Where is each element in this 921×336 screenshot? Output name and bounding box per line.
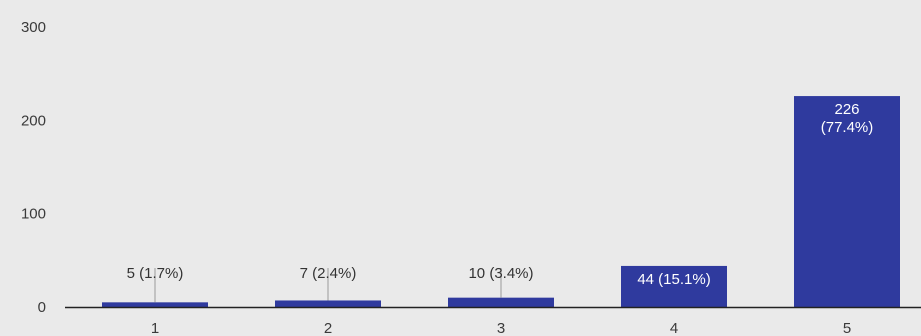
x-tick-label: 1 — [151, 320, 159, 336]
data-label: 10 (3.4%) — [468, 265, 533, 282]
bar-2 — [275, 300, 381, 307]
x-tick-label: 4 — [670, 320, 678, 336]
bar-1 — [102, 302, 208, 307]
bars-layer — [102, 96, 900, 307]
y-axis-ticks: 0 100 200 300 — [21, 19, 46, 316]
bar-5 — [794, 96, 900, 307]
y-tick-label: 200 — [21, 112, 46, 129]
bar-3 — [448, 297, 554, 307]
x-axis-ticks: 1 2 3 4 5 — [151, 320, 851, 336]
y-tick-label: 100 — [21, 206, 46, 223]
y-tick-label: 0 — [38, 299, 46, 316]
data-label: (77.4%) — [821, 119, 874, 136]
bar-4 — [621, 265, 727, 307]
data-labels: 5 (1.7%) 7 (2.4%) 10 (3.4%) 44 (15.1%) 226(7… — [127, 101, 874, 288]
data-label: 7 (2.4%) — [300, 265, 357, 282]
x-tick-label: 2 — [324, 320, 332, 336]
x-tick-label: 5 — [843, 320, 851, 336]
x-tick-label: 3 — [497, 320, 505, 336]
leader-lines — [154, 268, 502, 303]
y-tick-label: 300 — [21, 19, 46, 36]
data-label: 5 (1.7%) — [127, 265, 184, 282]
data-label: 44 (15.1%) — [637, 271, 710, 288]
data-label: 226 — [834, 101, 859, 118]
